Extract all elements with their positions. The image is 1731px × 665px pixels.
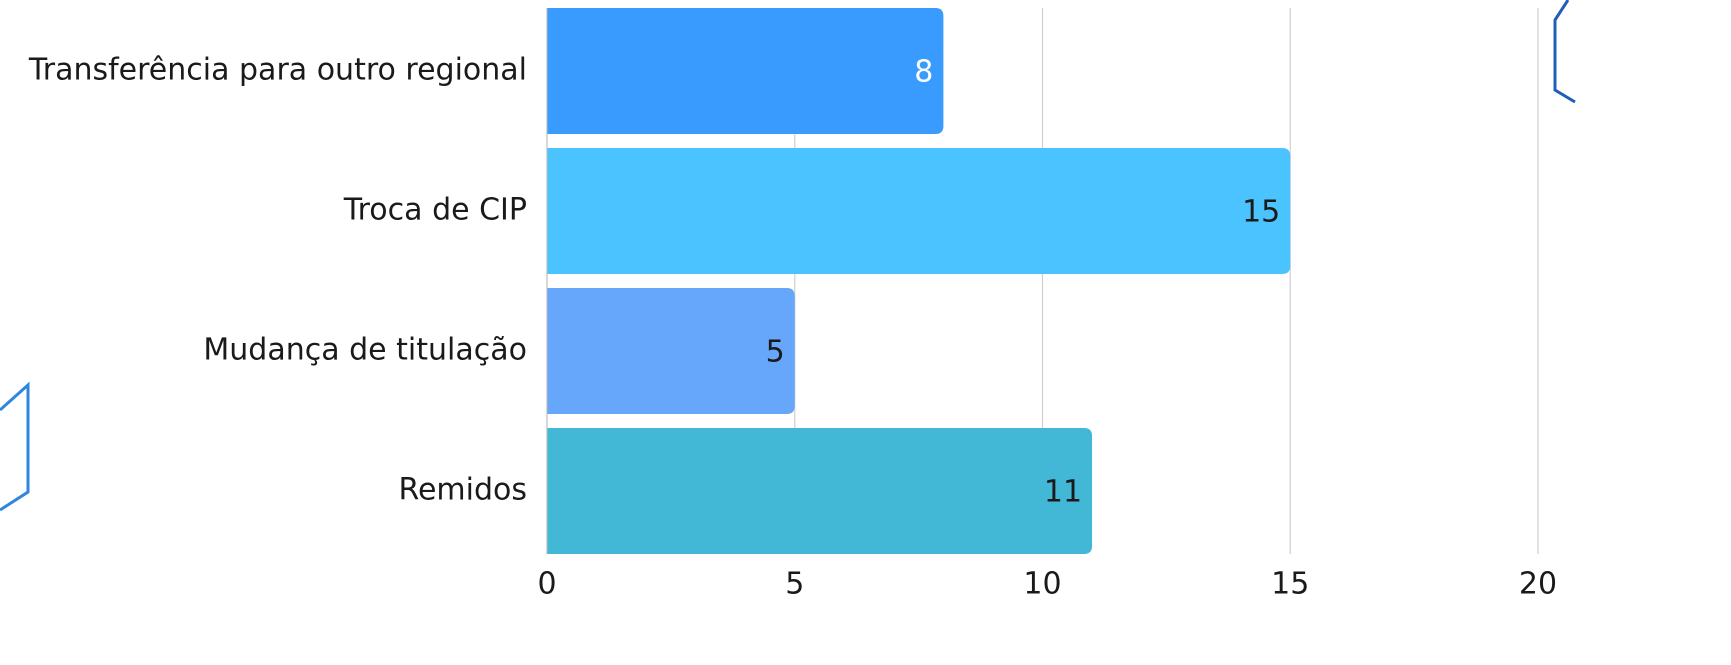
decoration [0,0,1576,512]
bar [547,8,944,134]
x-tick-label: 15 [1271,567,1309,602]
value-label: 5 [766,335,785,370]
plot-area: 0 5 10 15 20 Transferência para outro regiona… [28,8,1557,602]
hexagon-left [0,381,30,512]
category-label: Transferência para outro regional [28,53,527,88]
value-label: 15 [1242,195,1280,230]
x-tick-label: 5 [785,567,804,602]
bar [547,428,1093,554]
category-label: Troca de CIP [343,193,527,228]
hexagon-right [1553,0,1576,104]
bar [547,288,795,414]
x-tick-label: 0 [537,567,556,602]
category-label: Mudança de titulação [203,333,527,368]
value-label: 11 [1044,475,1082,510]
x-tick-label: 20 [1519,567,1557,602]
bar [547,148,1291,274]
x-tick-label: 10 [1023,567,1061,602]
value-label: 8 [914,55,933,90]
category-label: Remidos [398,473,527,508]
